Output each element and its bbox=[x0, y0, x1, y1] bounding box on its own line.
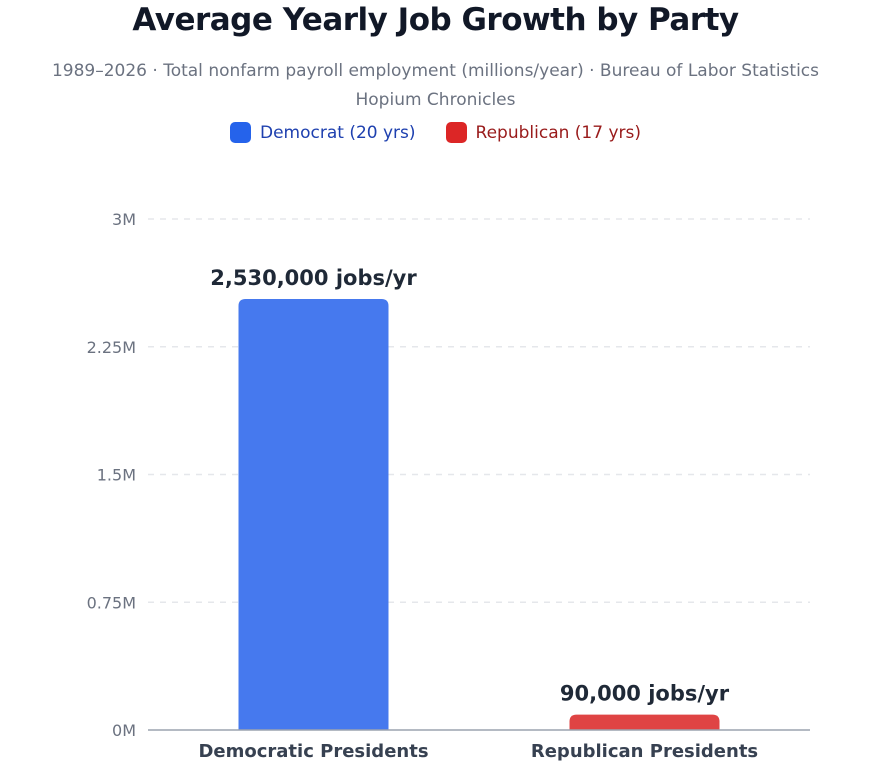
x-axis-categories: Democratic Presidents Republican Presiden… bbox=[198, 741, 758, 762]
legend: Democrat (20 yrs) Republican (17 yrs) bbox=[0, 122, 871, 143]
subtitle-line: 1989–2026 · Total nonfarm payroll employ… bbox=[51, 61, 820, 81]
legend-item-republican[interactable]: Republican (17 yrs) bbox=[445, 122, 641, 143]
y-tick-label: 0.75M bbox=[87, 593, 136, 612]
legend-swatch-democrat bbox=[229, 122, 251, 143]
bar-republican[interactable] bbox=[569, 714, 720, 730]
legend-item-democrat[interactable]: Democrat (20 yrs) bbox=[229, 122, 416, 143]
legend-label-democrat: Democrat (20 yrs) bbox=[259, 122, 416, 143]
x-category-label: Republican Presidents bbox=[531, 741, 758, 762]
x-category-label: Democratic Presidents bbox=[198, 741, 428, 762]
y-tick-label: 2.25M bbox=[87, 338, 136, 357]
source-line: Hopium Chronicles bbox=[355, 90, 516, 110]
y-tick-label: 0M bbox=[112, 721, 136, 740]
legend-label-republican: Republican (17 yrs) bbox=[475, 122, 641, 143]
y-axis-ticks: 0M 0.75M 1.5M 2.25M 3M bbox=[87, 210, 136, 740]
chart-title: Average Yearly Job Growth by Party bbox=[132, 2, 739, 38]
bar-democratic[interactable] bbox=[238, 299, 389, 730]
data-labels: 2,530,000 jobs/yr 90,000 jobs/yr bbox=[210, 266, 729, 706]
bars bbox=[238, 299, 720, 730]
chart-subtitle: 1989–2026 · Total nonfarm payroll employ… bbox=[0, 57, 871, 115]
y-tick-label: 3M bbox=[112, 210, 136, 229]
data-label: 90,000 jobs/yr bbox=[560, 682, 730, 706]
y-tick-label: 1.5M bbox=[97, 466, 136, 485]
legend-swatch-republican bbox=[445, 122, 467, 143]
data-label: 2,530,000 jobs/yr bbox=[210, 266, 417, 290]
